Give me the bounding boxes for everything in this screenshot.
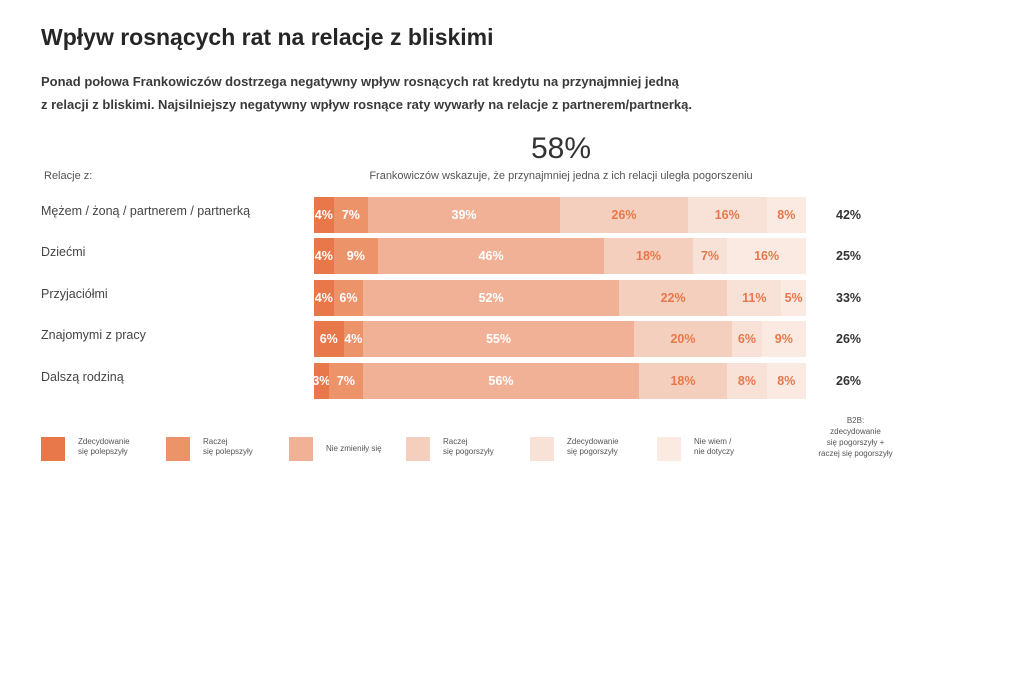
data-label: 39% xyxy=(451,208,477,222)
legend-swatch xyxy=(530,437,554,461)
data-label: 18% xyxy=(636,249,662,263)
data-label: 9% xyxy=(774,332,793,346)
data-label: 8% xyxy=(777,208,796,222)
headline-value: 58% xyxy=(530,132,592,165)
bar-segment: 8% xyxy=(766,363,806,399)
bar-segment: 3% xyxy=(314,363,329,399)
subtitle-line-1: Ponad połowa Frankowiczów dostrzega nega… xyxy=(41,74,679,89)
legend-swatch xyxy=(657,437,681,461)
data-label: 4% xyxy=(314,291,333,305)
bar-segment: 18% xyxy=(638,363,728,399)
legend-label: Nie wiem / nie dotyczy xyxy=(694,437,735,456)
b2b-value: 33% xyxy=(836,291,862,305)
data-label: 7% xyxy=(336,374,355,388)
data-label: 6% xyxy=(737,332,756,346)
b2b-legend: B2B: zdecydowanie się pogorszyły + racze… xyxy=(818,416,893,458)
bar-segment: 7% xyxy=(328,363,364,399)
data-label: 7% xyxy=(700,249,720,263)
b2b-value: 42% xyxy=(836,208,862,222)
data-label: 11% xyxy=(742,291,767,305)
legend-swatch xyxy=(41,437,65,461)
data-label: 4% xyxy=(314,249,333,263)
stacked-bar: 4% 9% 46% 18% 7% 16% xyxy=(314,238,806,274)
row-label: Dziećmi xyxy=(41,245,86,259)
legend-swatch xyxy=(166,437,190,461)
data-label: 6% xyxy=(339,291,358,305)
bar-segment: 56% xyxy=(363,363,639,399)
data-label: 4% xyxy=(344,332,363,346)
bar-segment: 6% xyxy=(732,321,762,357)
row-label: Dalszą rodziną xyxy=(41,370,124,384)
bar-segment: 9% xyxy=(333,238,378,274)
data-label: 46% xyxy=(478,249,504,263)
data-label: 52% xyxy=(478,291,504,305)
bar-segment: 52% xyxy=(363,280,620,316)
data-label: 26% xyxy=(611,208,637,222)
legend-label: Nie zmieniły się xyxy=(326,444,382,453)
bar-segment: 39% xyxy=(368,197,560,233)
bar-segment: 7% xyxy=(692,238,728,274)
bar-segment: 4% xyxy=(314,197,334,233)
bar-segment: 4% xyxy=(343,321,364,357)
data-label: 56% xyxy=(488,374,514,388)
bar-segment: 6% xyxy=(314,321,344,357)
data-label: 20% xyxy=(670,332,696,346)
data-label: 8% xyxy=(777,374,796,388)
bar-segment: 11% xyxy=(727,280,782,316)
legend-label: Zdecydowanie się pogorszyły xyxy=(567,437,619,456)
data-label: 16% xyxy=(754,249,780,263)
bar-segment: 16% xyxy=(687,197,767,233)
data-label: 5% xyxy=(784,291,803,305)
bar-segment: 6% xyxy=(333,280,364,316)
legend-swatch xyxy=(406,437,430,461)
data-label: 6% xyxy=(319,332,338,346)
legend-label: Raczej się polepszyły xyxy=(203,437,253,456)
headline-caption: Frankowiczów wskazuje, że przynajmniej j… xyxy=(369,170,753,182)
data-label: 3% xyxy=(314,374,329,388)
data-label: 7% xyxy=(341,208,360,222)
row-label: Mężem / żoną / partnerem / partnerką xyxy=(41,204,251,218)
bar-segment: 55% xyxy=(363,321,634,357)
b2b-value: 26% xyxy=(836,374,862,388)
data-label: 16% xyxy=(714,208,740,222)
rows-label: Relacje z: xyxy=(44,170,93,182)
row-label: Znajomymi z pracy xyxy=(41,328,146,342)
subtitle-line-2: z relacji z bliskimi. Najsilniejszy nega… xyxy=(41,97,693,112)
bar-segment: 5% xyxy=(781,280,806,316)
stacked-bar: 6% 4% 55% 20% 6% 9% xyxy=(314,321,806,357)
data-label: 9% xyxy=(346,249,365,263)
stacked-bar: 4% 6% 52% 22% 11% 5% xyxy=(314,280,806,316)
bar-segment: 26% xyxy=(559,197,688,233)
row-label: Przyjaciółmi xyxy=(41,287,108,301)
legend-label: Raczej się pogorszyły xyxy=(443,437,494,456)
stacked-bar: 4% 7% 39% 26% 16% 8% xyxy=(314,197,806,233)
data-label: 18% xyxy=(670,374,696,388)
data-label: 55% xyxy=(485,332,511,346)
bar-segment: 9% xyxy=(761,321,806,357)
stacked-bar: 3% 7% 56% 18% 8% 8% xyxy=(314,363,806,399)
data-label: 4% xyxy=(314,208,333,222)
bar-segment: 46% xyxy=(377,238,605,274)
data-label: 8% xyxy=(737,374,756,388)
page-title: Wpływ rosnących rat na relacje z bliskim… xyxy=(41,24,494,50)
b2b-value: 26% xyxy=(836,332,862,346)
legend-label: Zdecydowanie się polepszyły xyxy=(78,437,130,456)
data-label: 22% xyxy=(660,291,686,305)
bar-segment: 18% xyxy=(604,238,693,274)
bar-segment: 8% xyxy=(727,363,767,399)
bar-segment: 4% xyxy=(314,280,334,316)
bar-segment: 16% xyxy=(727,238,806,274)
bar-segment: 8% xyxy=(766,197,806,233)
page-subtitle: Ponad połowa Frankowiczów dostrzega nega… xyxy=(41,70,841,116)
b2b-value: 25% xyxy=(836,249,862,263)
bar-segment: 7% xyxy=(333,197,369,233)
legend-swatch xyxy=(289,437,313,461)
bar-segment: 20% xyxy=(633,321,733,357)
bar-segment: 22% xyxy=(619,280,728,316)
bar-segment: 4% xyxy=(314,238,334,274)
